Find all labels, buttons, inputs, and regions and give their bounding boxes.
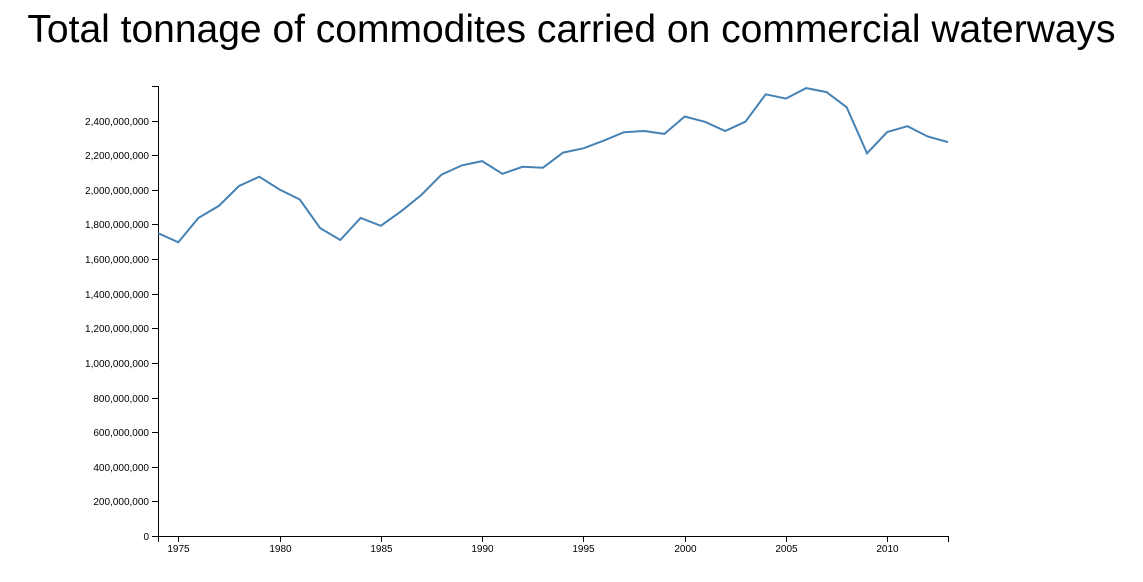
y-tick-label: 0 [143,532,149,543]
x-tick-label: 1975 [167,544,190,555]
y-tick-label: 1,200,000,000 [85,324,149,335]
y-axis-line [152,86,159,537]
y-tick-label: 2,000,000,000 [85,186,149,197]
y-tick-label: 1,000,000,000 [85,359,149,370]
y-tick-label: 1,800,000,000 [85,220,149,231]
x-axis: 1975 1980 1985 1990 1995 2000 2005 2010 [158,536,949,555]
x-tick-label: 2010 [876,544,899,555]
y-axis: 0 200,000,000 400,000,000 600,000,000 800,00… [85,86,159,543]
y-tick-label: 1,600,000,000 [85,255,149,266]
y-tick-label: 1,400,000,000 [85,290,149,301]
y-tick-label: 2,200,000,000 [85,151,149,162]
y-tick-label: 800,000,000 [93,394,149,405]
y-tick-label: 400,000,000 [93,463,149,474]
x-tick-label: 1995 [572,544,595,555]
x-tick-label: 1990 [471,544,494,555]
x-tick-label: 1980 [269,544,292,555]
chart-title: Total tonnage of commodites carried on c… [27,8,1116,51]
y-tick-label: 2,400,000,000 [85,117,149,128]
x-tick-label: 2000 [674,544,697,555]
x-tick-label: 2005 [775,544,798,555]
x-tick-label: 1985 [370,544,393,555]
y-tick-label: 600,000,000 [93,428,149,439]
x-axis-line [158,536,949,542]
series-line [157,87,949,244]
y-tick-label: 200,000,000 [93,497,149,508]
